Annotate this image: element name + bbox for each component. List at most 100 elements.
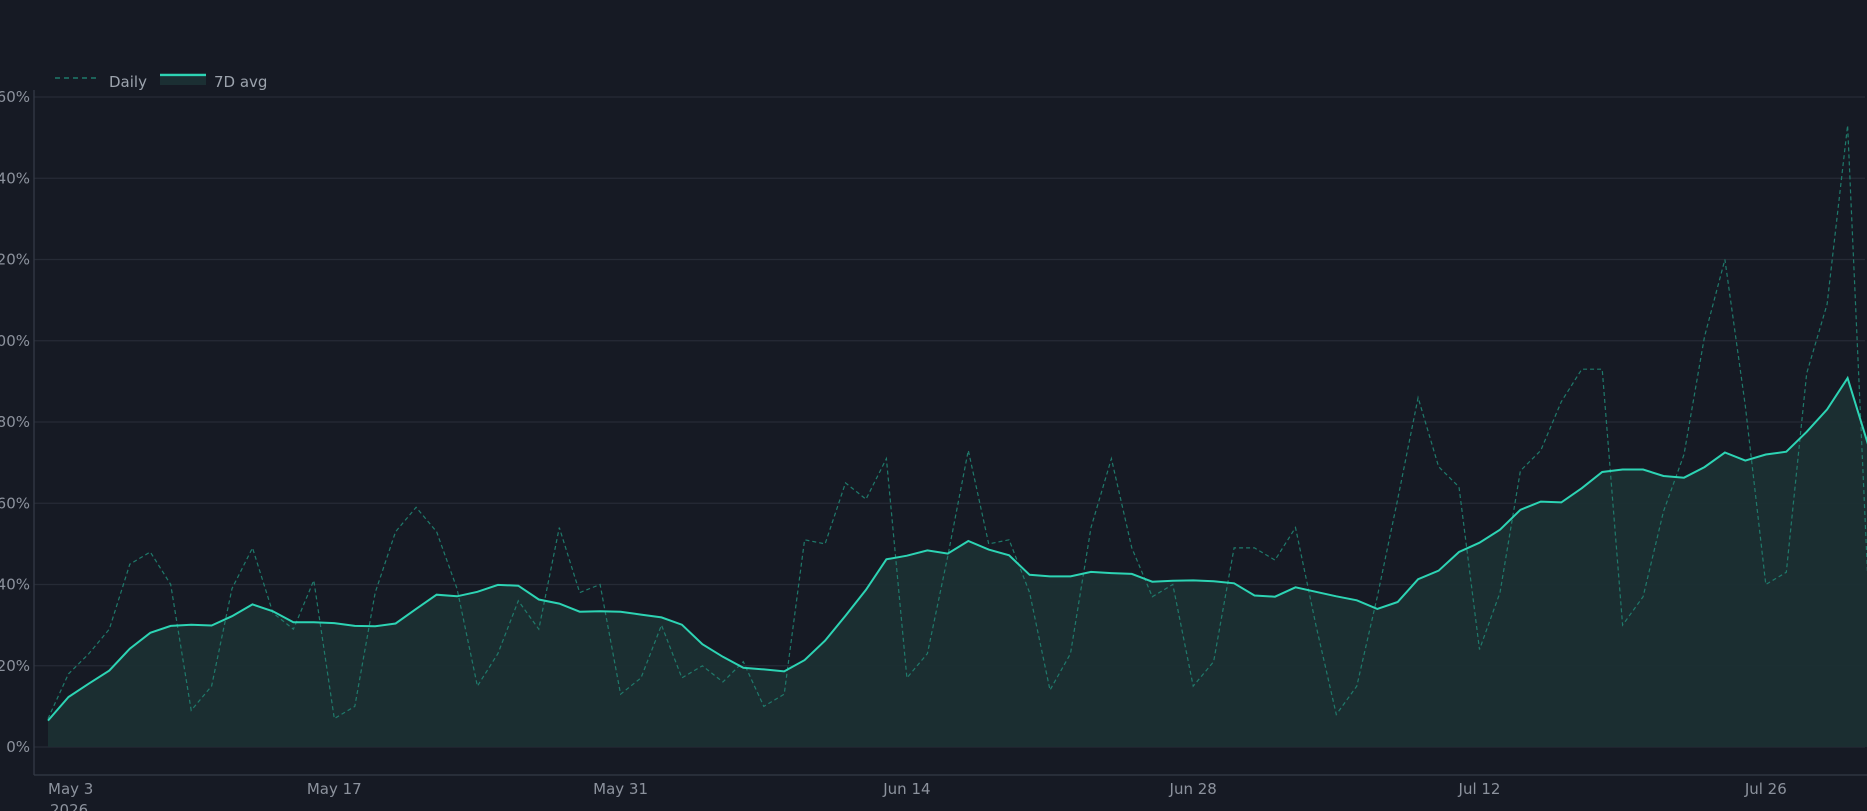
daily-point — [1724, 258, 1726, 260]
daily-point — [1294, 526, 1296, 528]
daily-point — [108, 628, 110, 630]
daily-point — [701, 665, 703, 667]
daily-point — [67, 673, 69, 675]
avg-point — [108, 669, 110, 671]
avg-point — [1437, 569, 1439, 571]
avg-point — [354, 625, 356, 627]
y-tick-label: 140% — [0, 169, 30, 187]
daily-point — [517, 600, 519, 602]
y-tick-label: 0% — [6, 738, 30, 756]
avg-point — [1315, 591, 1317, 593]
daily-point — [129, 563, 131, 565]
daily-point — [1397, 498, 1399, 500]
daily-point — [1846, 124, 1848, 126]
daily-point — [1478, 648, 1480, 650]
avg-point — [1397, 601, 1399, 603]
daily-point — [1642, 595, 1644, 597]
avg-point — [1642, 468, 1644, 470]
daily-point — [1601, 368, 1603, 370]
daily-point — [599, 583, 601, 585]
avg-point — [1110, 572, 1112, 574]
avg-point — [701, 643, 703, 645]
daily-point — [251, 547, 253, 549]
avg-point — [558, 602, 560, 604]
daily-point — [1519, 470, 1521, 472]
y-tick-label: 40% — [0, 576, 30, 594]
avg-point — [517, 585, 519, 587]
avg-point — [1008, 554, 1010, 556]
daily-point — [1356, 685, 1358, 687]
avg-point — [1499, 528, 1501, 530]
avg-point — [1826, 408, 1828, 410]
avg-point — [1049, 575, 1051, 577]
avg-point — [292, 621, 294, 623]
daily-point — [1274, 559, 1276, 561]
daily-point — [354, 705, 356, 707]
y-tick-label: 100% — [0, 332, 30, 350]
y-tick-label: 20% — [0, 657, 30, 675]
avg-point — [1519, 509, 1521, 511]
daily-point — [824, 543, 826, 545]
daily-point — [1192, 685, 1194, 687]
daily-point — [394, 530, 396, 532]
avg-point — [1744, 459, 1746, 461]
daily-point — [722, 681, 724, 683]
avg-point — [1846, 377, 1848, 379]
avg-point — [190, 624, 192, 626]
avg-point — [1581, 487, 1583, 489]
avg-point — [1028, 574, 1030, 576]
avg-point — [1478, 541, 1480, 543]
avg-point — [47, 719, 49, 721]
avg-point — [1662, 475, 1664, 477]
daily-point — [190, 709, 192, 711]
x-tick-label: Jul 26 — [1744, 780, 1787, 798]
avg-point — [1192, 579, 1194, 581]
daily-point — [456, 587, 458, 589]
avg-point — [599, 610, 601, 612]
daily-point — [415, 506, 417, 508]
daily-point — [292, 628, 294, 630]
y-axis: 0% 20% 40% 60% 80% 100% 120% 140% 160% — [0, 88, 35, 775]
avg-point — [1151, 580, 1153, 582]
avg-point — [619, 611, 621, 613]
avg-point — [497, 584, 499, 586]
x-tick-sublabel: 2026 — [50, 801, 88, 811]
avg-point — [1724, 451, 1726, 453]
avg-point — [333, 622, 335, 624]
avg-point — [129, 647, 131, 649]
avg-point — [1683, 476, 1685, 478]
daily-point — [1376, 595, 1378, 597]
daily-point — [1049, 689, 1051, 691]
avg-point — [1621, 468, 1623, 470]
daily-point — [1744, 405, 1746, 407]
x-tick-label: May 3 — [48, 780, 93, 798]
daily-point — [1008, 539, 1010, 541]
daily-point — [210, 685, 212, 687]
avg-point — [885, 558, 887, 560]
daily-point — [1253, 547, 1255, 549]
avg-point — [1335, 595, 1337, 597]
y-tick-label: 160% — [0, 88, 30, 106]
avg-point — [1069, 575, 1071, 577]
y-tick-label: 80% — [0, 413, 30, 431]
avg-point — [1376, 608, 1378, 610]
daily-point — [1703, 335, 1705, 337]
avg-point — [476, 591, 478, 593]
daily-point — [1151, 595, 1153, 597]
daily-point — [1540, 449, 1542, 451]
avg-point — [1601, 471, 1603, 473]
daily-point — [763, 705, 765, 707]
avg-point — [803, 659, 805, 661]
avg-point — [415, 608, 417, 610]
avg-point — [1131, 573, 1133, 575]
avg-point — [88, 682, 90, 684]
daily-point — [1560, 400, 1562, 402]
daily-point — [170, 583, 172, 585]
avg-point — [1212, 580, 1214, 582]
plot-area — [47, 124, 1867, 747]
daily-point — [1458, 486, 1460, 488]
avg-point — [1417, 578, 1419, 580]
daily-point — [885, 457, 887, 459]
